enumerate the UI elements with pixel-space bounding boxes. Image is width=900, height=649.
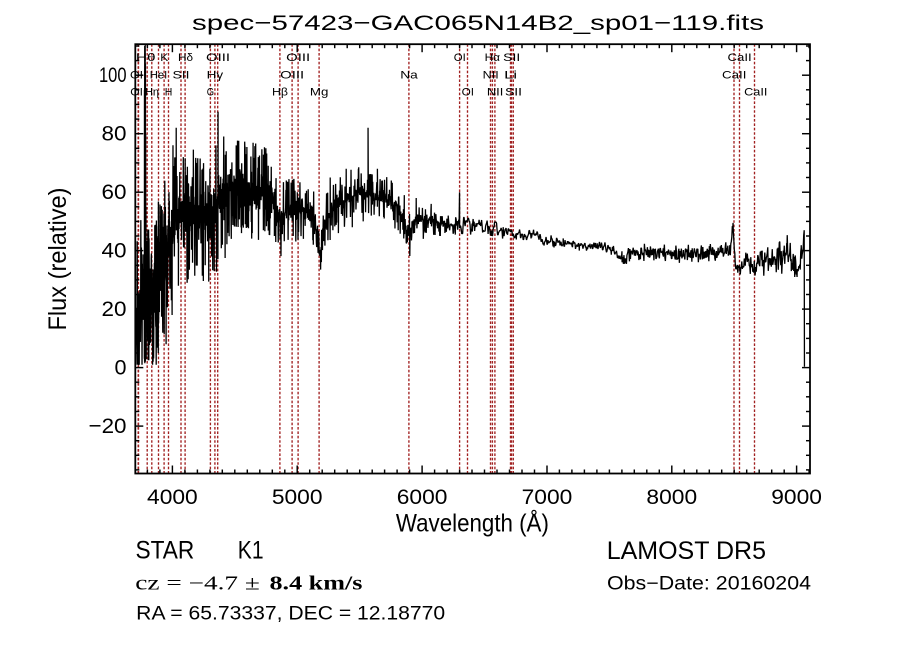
svg-text:SII: SII	[503, 52, 520, 64]
svg-text:SII: SII	[173, 70, 190, 82]
svg-text:Obs−Date: 20160204: Obs−Date: 20160204	[607, 573, 811, 594]
svg-text:SII: SII	[505, 87, 522, 99]
svg-text:OI: OI	[454, 52, 466, 64]
svg-text:OIII: OIII	[206, 52, 230, 64]
svg-text:Hδ: Hδ	[178, 52, 193, 64]
svg-text:G: G	[207, 87, 214, 99]
svg-text:Wavelength (Å): Wavelength (Å)	[396, 508, 549, 538]
svg-text:RA = 65.73337, DEC = 12.1877: RA = 65.73337, DEC = 12.18770	[136, 603, 445, 624]
svg-text:5000: 5000	[272, 485, 323, 509]
svg-text:0: 0	[115, 356, 127, 380]
svg-text:CaII: CaII	[744, 87, 767, 99]
svg-text:OII: OII	[130, 87, 146, 99]
svg-text:6000: 6000	[397, 485, 448, 509]
svg-text:Na: Na	[400, 70, 419, 82]
svg-text:STAR: STAR	[136, 537, 195, 565]
svg-text:Hγ: Hγ	[207, 70, 224, 82]
svg-text:OII: OII	[130, 70, 147, 82]
svg-text:4000: 4000	[147, 485, 198, 509]
svg-text:Hη: Hη	[145, 87, 159, 99]
svg-text:−20: −20	[89, 414, 127, 438]
svg-text:Hα: Hα	[485, 52, 501, 64]
svg-text:cz = −4.7 ±: cz = −4.7 ±	[135, 572, 260, 594]
svg-text:CaII: CaII	[722, 70, 746, 82]
svg-text:9000: 9000	[771, 485, 822, 509]
svg-text:NII: NII	[483, 70, 499, 82]
svg-text:Mg: Mg	[310, 87, 329, 99]
svg-text:CaII: CaII	[728, 52, 752, 64]
svg-text:H: H	[165, 87, 173, 99]
svg-text:20: 20	[102, 297, 127, 321]
svg-text:Li: Li	[504, 70, 517, 82]
svg-text:K: K	[160, 52, 169, 64]
svg-text:LAMOST DR5: LAMOST DR5	[607, 537, 766, 565]
svg-text:8.4 km/s: 8.4 km/s	[270, 572, 363, 594]
svg-text:OIII: OIII	[286, 52, 310, 64]
svg-text:60: 60	[102, 180, 127, 204]
svg-text:100: 100	[99, 63, 127, 87]
svg-text:Hθ: Hθ	[136, 52, 156, 64]
svg-text:Flux (relative): Flux (relative)	[44, 188, 72, 331]
svg-text:Hβ: Hβ	[272, 87, 288, 99]
svg-text:80: 80	[102, 122, 127, 146]
svg-text:40: 40	[102, 239, 127, 263]
svg-text:NII: NII	[487, 87, 504, 99]
svg-text:HeI: HeI	[150, 70, 168, 82]
svg-text:spec−57423−GAC065N14B2_sp01−11: spec−57423−GAC065N14B2_sp01−119.fits	[192, 11, 764, 35]
svg-text:OIII: OIII	[280, 70, 304, 82]
svg-text:K1: K1	[238, 537, 264, 565]
svg-text:7000: 7000	[522, 485, 573, 509]
svg-text:8000: 8000	[646, 485, 697, 509]
svg-text:OI: OI	[462, 87, 474, 99]
